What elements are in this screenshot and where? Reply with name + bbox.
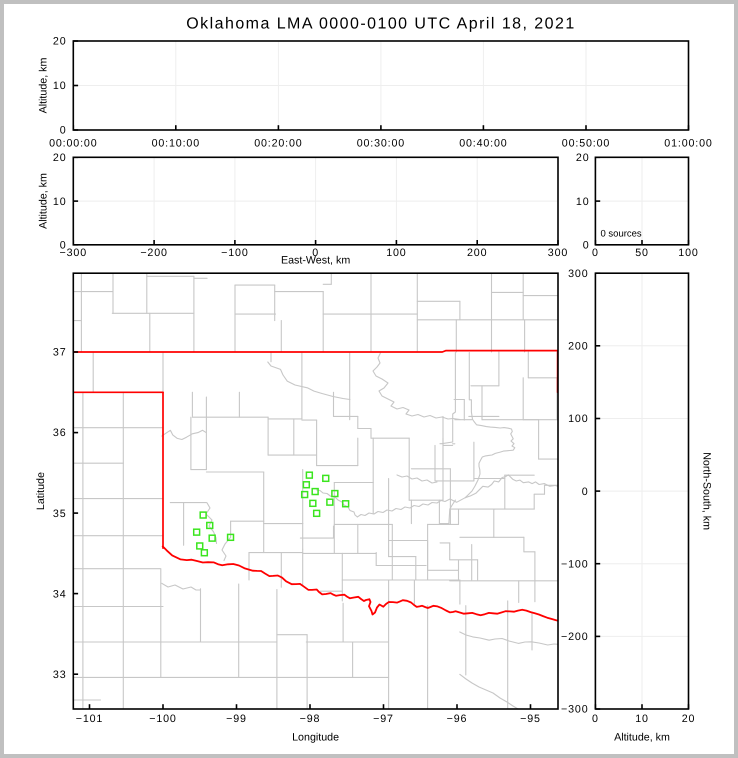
svg-text:00:50:00: 00:50:00 [562,138,610,150]
svg-text:−96: −96 [447,713,468,725]
svg-text:36: 36 [53,427,67,439]
svg-text:50: 50 [635,247,649,259]
svg-text:−97: −97 [373,713,394,725]
svg-text:00:10:00: 00:10:00 [152,138,200,150]
svg-text:100: 100 [568,413,588,425]
svg-text:10: 10 [635,713,649,725]
svg-text:−95: −95 [520,713,541,725]
svg-text:20: 20 [682,713,696,725]
svg-text:0: 0 [583,240,590,252]
svg-text:−100: −100 [149,713,176,725]
svg-text:33: 33 [53,669,67,681]
svg-text:10: 10 [576,196,590,208]
svg-text:10: 10 [53,80,67,92]
svg-text:0 sources: 0 sources [601,229,642,240]
svg-text:10: 10 [53,196,67,208]
svg-text:−300: −300 [60,247,87,259]
svg-text:34: 34 [53,588,67,600]
svg-text:−200: −200 [561,631,588,643]
svg-text:−98: −98 [300,713,321,725]
svg-text:−100: −100 [221,247,248,259]
svg-text:Altitude, km: Altitude, km [38,173,50,229]
svg-text:20: 20 [53,152,67,164]
svg-text:−101: −101 [76,713,103,725]
svg-text:37: 37 [53,347,67,359]
svg-text:East-West, km: East-West, km [281,255,350,267]
svg-text:0: 0 [60,125,67,137]
svg-text:300: 300 [548,247,568,259]
svg-text:00:40:00: 00:40:00 [459,138,507,150]
svg-text:100: 100 [386,247,406,259]
svg-text:200: 200 [467,247,487,259]
svg-text:20: 20 [53,36,67,48]
svg-text:Latitude: Latitude [35,472,47,510]
svg-text:Oklahoma LMA 0000-0100 UTC Apr: Oklahoma LMA 0000-0100 UTC April 18, 202… [186,16,575,33]
svg-text:01:00:00: 01:00:00 [664,138,712,150]
svg-text:−300: −300 [561,704,588,716]
svg-text:0: 0 [592,713,599,725]
svg-text:0: 0 [60,240,67,252]
svg-text:North-South, km: North-South, km [701,452,713,530]
svg-text:00:30:00: 00:30:00 [357,138,405,150]
svg-text:0: 0 [592,247,599,259]
svg-text:20: 20 [576,152,590,164]
svg-text:−100: −100 [561,558,588,570]
svg-text:100: 100 [678,247,698,259]
svg-text:300: 300 [568,268,588,280]
svg-text:Altitude, km: Altitude, km [614,732,670,744]
svg-text:0: 0 [312,247,319,259]
svg-text:−200: −200 [140,247,167,259]
svg-text:00:00:00: 00:00:00 [49,138,97,150]
svg-text:0: 0 [582,486,589,498]
svg-text:00:20:00: 00:20:00 [254,138,302,150]
svg-text:35: 35 [53,508,67,520]
svg-text:Altitude, km: Altitude, km [38,57,50,113]
svg-text:−99: −99 [226,713,247,725]
svg-text:200: 200 [568,341,588,353]
svg-text:Longitude: Longitude [292,732,339,744]
